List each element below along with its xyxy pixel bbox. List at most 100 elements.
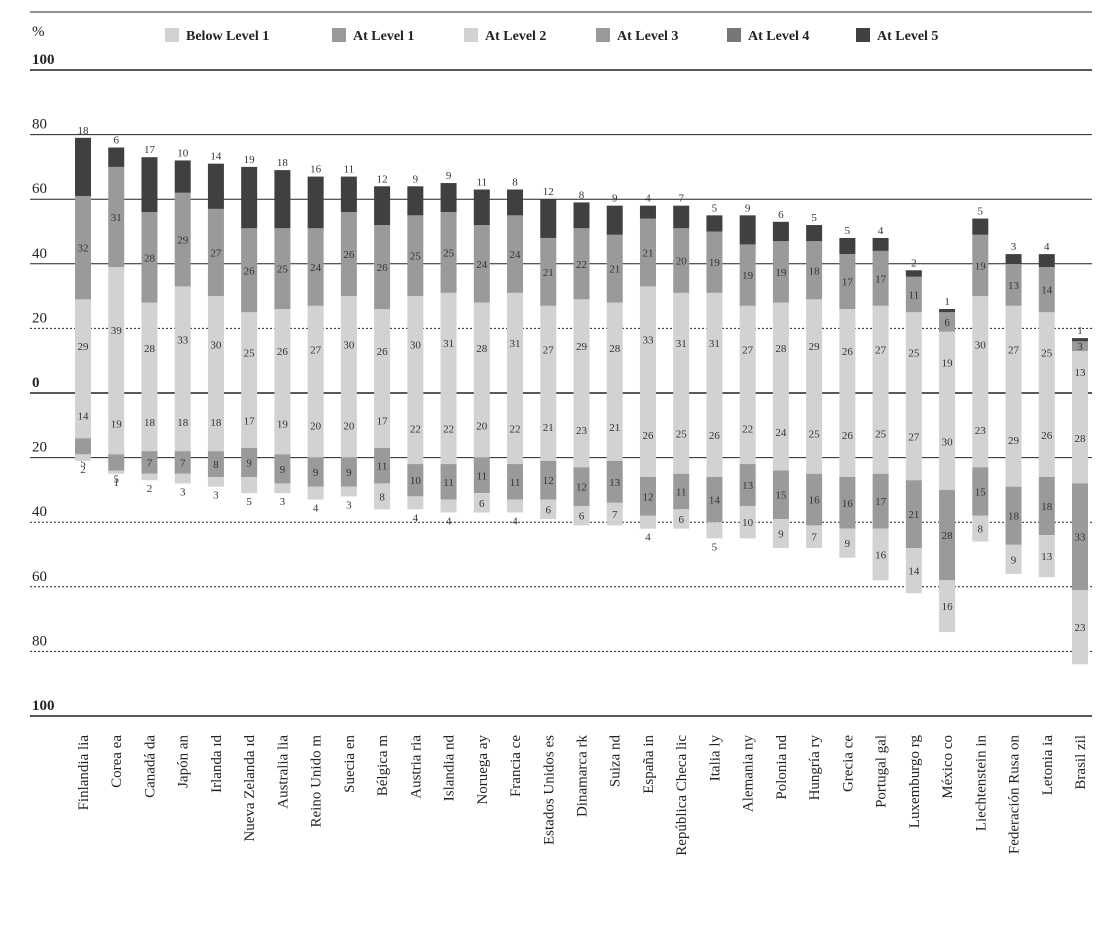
data-label: 11	[443, 477, 454, 489]
data-label: 12	[377, 173, 388, 185]
bar-segment-level1	[374, 447, 391, 484]
data-label: 24	[310, 262, 322, 274]
data-label: 27	[742, 344, 754, 356]
bar-segment-level2-above	[207, 296, 224, 393]
bar-segment-level2-above	[606, 302, 623, 393]
legend-swatch	[464, 28, 478, 42]
data-label: 2	[911, 257, 917, 269]
bar-segment-level1	[872, 473, 889, 529]
bar-segment-level2-below	[739, 393, 756, 465]
bar-segment-level2-below	[639, 393, 656, 477]
data-label: 19	[742, 270, 754, 282]
bar-segment-level3	[772, 241, 789, 303]
data-label: 1	[944, 296, 950, 308]
bar-group: 20 11 6 28 24 11	[473, 177, 490, 513]
data-label: 17	[875, 496, 887, 508]
bar-segment-level2-below	[274, 393, 291, 455]
data-label: 31	[676, 338, 687, 350]
data-label: 9	[413, 173, 419, 185]
data-label: 9	[1011, 554, 1017, 566]
bar-segment-level2-below	[939, 393, 956, 490]
y-tick-label: 100	[32, 698, 55, 714]
bar-segment-below-level1	[374, 483, 391, 510]
bar-segment-level1	[407, 464, 424, 497]
country-label: Liechtenstein in	[973, 735, 989, 832]
data-label: 8	[512, 177, 518, 189]
data-label: 25	[443, 247, 455, 259]
bar-segment-level2-below	[407, 393, 424, 465]
bar-segment-level1	[174, 451, 191, 474]
bar-segment-level3	[507, 215, 524, 293]
data-label: 16	[942, 601, 954, 613]
data-label: 10	[742, 517, 754, 529]
bar-segment-level1	[939, 489, 956, 581]
bar-group: 30 28 16 19 6 1	[939, 296, 956, 633]
bar-group: 20 9 4 27 24 16	[307, 164, 324, 515]
bar-segment-level4	[839, 237, 856, 255]
data-label: 11	[377, 461, 388, 473]
data-label: 15	[975, 487, 987, 499]
data-label: 3	[1011, 241, 1017, 253]
bar-segment-level2-above	[108, 267, 125, 393]
bar-segment-below-level1	[274, 483, 291, 494]
bar-group: 21 13 7 28 21 9	[606, 193, 623, 526]
data-label: 27	[1008, 344, 1020, 356]
bar-segment-level1	[1072, 483, 1088, 591]
data-label: 25	[244, 348, 256, 360]
bar-segment-level1	[606, 460, 623, 503]
data-label: 3	[213, 490, 219, 502]
bar-group: 19 51 39 31 6	[108, 135, 125, 489]
bar-group: 25 11 6 31 20 7	[673, 193, 690, 529]
data-label: 22	[510, 424, 521, 436]
data-label: 14	[908, 566, 920, 578]
bar-group: 18 7 2 28 28 17	[141, 144, 158, 495]
data-label: 11	[676, 487, 687, 499]
country-label: Alemania ny	[741, 735, 757, 813]
data-label: 9	[280, 464, 286, 476]
data-label: 20	[310, 420, 322, 432]
data-label: 17	[144, 144, 156, 156]
data-label: 28	[609, 343, 621, 355]
data-label: 13	[1041, 551, 1053, 563]
bar-segment-level4	[440, 183, 457, 213]
bar-group: 23 12 6 29 22 8	[573, 189, 590, 526]
data-label: 2	[80, 464, 86, 476]
bar-segment-level4	[473, 189, 490, 226]
legend-entry: Below Level 1	[186, 29, 269, 44]
data-label: 17	[842, 277, 854, 289]
bar-segment-below-level1	[473, 493, 490, 513]
data-label: 2	[147, 483, 153, 495]
bar-segment-below-level1	[1038, 535, 1055, 578]
legend-entry: At Level 2	[485, 29, 546, 44]
bar-segment-below-level1	[673, 509, 690, 529]
data-label: 6	[479, 498, 485, 510]
bar-segment-level2-below	[507, 393, 524, 465]
bar-segment-level4	[1005, 254, 1022, 264]
bar-segment-level4	[340, 176, 357, 213]
country-label: Estados Unidos es	[541, 735, 557, 845]
data-label: 18	[1008, 511, 1020, 523]
data-label: 13	[742, 480, 754, 492]
bar-segment-level1	[772, 470, 789, 519]
bar-segment-level1	[473, 457, 490, 494]
bar-segment-level4	[905, 270, 922, 277]
bar-segment-level2-above	[939, 331, 956, 393]
bar-segment-level2-below	[573, 393, 590, 468]
bar-segment-level1	[905, 480, 922, 549]
data-label: 9	[612, 193, 618, 205]
bar-segment-level2-below	[374, 393, 391, 448]
legend: Below Level 1 At Level 1 At Level 2 At Leve…	[165, 28, 938, 44]
y-tick-label: 40	[32, 246, 47, 262]
bar-segment-level4	[374, 186, 391, 226]
data-label: 19	[975, 260, 987, 272]
bar-segment-level4	[141, 157, 158, 213]
bar-segment-level1	[739, 464, 756, 507]
data-label: 4	[878, 225, 884, 237]
data-label: 9	[346, 467, 352, 479]
bar-group: 23 15 8 30 19 5	[972, 206, 989, 542]
data-label: 4	[645, 193, 651, 205]
bar-segment-level1	[573, 467, 590, 507]
bar-segment-level2-above	[307, 305, 324, 393]
data-label: 13	[1008, 280, 1020, 292]
